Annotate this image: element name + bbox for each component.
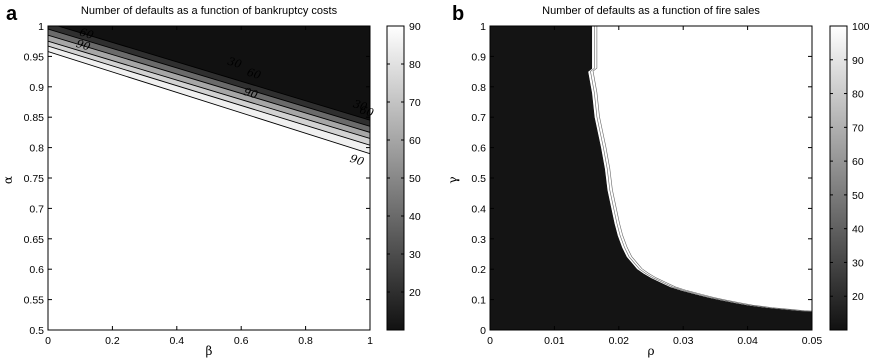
panel-b-ytick-label-9: 0.9 bbox=[471, 51, 486, 63]
panel-b-cb-tick-label-0: 20 bbox=[852, 291, 864, 303]
panel-b-ytick-label-2: 0.2 bbox=[471, 264, 486, 276]
panel-a-ylabel: α bbox=[1, 176, 15, 184]
panel-a-contour-label-3: 60 bbox=[245, 66, 262, 82]
panel-a-contour-label-0: 60 bbox=[78, 26, 95, 42]
panel-a-xtick-label-4: 0.8 bbox=[298, 335, 313, 347]
panel-a-ytick-label-0: 0.5 bbox=[29, 325, 44, 337]
panel-a-band-3 bbox=[48, 41, 370, 146]
panel-b-cb-tick-label-5: 70 bbox=[852, 122, 864, 134]
panel-b-cb-tick-label-1: 30 bbox=[852, 257, 864, 269]
panel-a-band-0 bbox=[48, 26, 370, 127]
panel-a-xlabel: β bbox=[206, 344, 213, 358]
panel-a-contour-label-4: 90 bbox=[242, 85, 259, 101]
panel-b-ytick-label-0: 0 bbox=[480, 325, 486, 337]
panel-a-contour-line-3 bbox=[48, 40, 370, 139]
panel-a-contour-line-0 bbox=[56, 26, 370, 121]
panel-a-cb-tick-label-7: 90 bbox=[409, 21, 421, 33]
panel-b-xtick-label-2: 0.02 bbox=[609, 335, 630, 347]
panel-b-ytick-label-6: 0.6 bbox=[471, 143, 486, 155]
panel-b-ytick-label-3: 0.3 bbox=[471, 234, 486, 246]
panel-a-contour-label-7: 90 bbox=[348, 152, 365, 168]
panel-a-ytick-label-1: 0.55 bbox=[24, 295, 45, 307]
panel-b-xtick-label-4: 0.04 bbox=[737, 335, 758, 347]
panel-a-contour-line-5 bbox=[48, 51, 370, 155]
panel-b-xlabel: ρ bbox=[647, 344, 654, 358]
panel-b-plot: 0 0.01 0.02 0.03 0.04 0.05 0 0.1 0.2 0.3 0.4 0.5 0.6… bbox=[446, 5, 870, 358]
panel-a-ytick-label-9: 0.95 bbox=[24, 51, 45, 63]
panel-a-xtick-label-1: 0.2 bbox=[105, 335, 120, 347]
panel-a-ytick-label-7: 0.85 bbox=[24, 112, 45, 124]
panel-b-letter: b bbox=[452, 3, 464, 25]
panel-b-ytick-label-10: 1 bbox=[480, 21, 486, 33]
panel-b-ytick-label-7: 0.7 bbox=[471, 112, 486, 124]
panel-a-ytick-label-10: 1 bbox=[38, 21, 44, 33]
panel-a-xtick-label-0: 0 bbox=[45, 335, 51, 347]
panel-b-xtick-label-3: 0.03 bbox=[673, 335, 694, 347]
panel-b-cb-tick-label-7: 90 bbox=[852, 55, 864, 67]
panel-a-ytick-label-6: 0.8 bbox=[29, 143, 44, 155]
panel-b-title: Number of defaults as a function of fire… bbox=[542, 5, 760, 17]
panel-a-xtick-label-2: 0.4 bbox=[169, 335, 184, 347]
panel-a-cb-tick-label-2: 40 bbox=[409, 211, 421, 223]
panel-a-cb-tick-label-4: 60 bbox=[409, 135, 421, 147]
panel-a-contour-line-2 bbox=[48, 34, 370, 133]
panel-a-contour-label-2: 30 bbox=[226, 55, 243, 71]
panel-b-cb-tick-label-8: 100 bbox=[852, 21, 870, 33]
panel-a-xtick-label-3: 0.6 bbox=[234, 335, 249, 347]
panel-a-cb-tick-label-5: 70 bbox=[409, 97, 421, 109]
panel-a-title: Number of defaults as a function of bank… bbox=[81, 5, 338, 17]
panel-b-cb-tick-label-6: 80 bbox=[852, 89, 864, 101]
panel-a-ytick-label-4: 0.7 bbox=[29, 203, 44, 215]
panel-b-ytick-label-5: 0.5 bbox=[471, 173, 486, 185]
panel-a-contour-label-1: 90 bbox=[75, 37, 92, 53]
panel-a-contour-label-6: 60 bbox=[358, 103, 375, 119]
panel-b-default-region bbox=[490, 26, 812, 330]
panel-b-contour-edge-1 bbox=[592, 26, 812, 312]
panel-b-cb-tick-label-3: 50 bbox=[852, 190, 864, 202]
panel-a-contour-line-1 bbox=[48, 28, 370, 127]
panel-b-cb-tick-label-2: 40 bbox=[852, 224, 864, 236]
panel-b-ytick-label-1: 0.1 bbox=[471, 295, 486, 307]
panel-a-contour-label-5: 30 bbox=[352, 97, 369, 113]
panel-a-cb-tick-label-3: 50 bbox=[409, 173, 421, 185]
panel-b-ytick-label-8: 0.8 bbox=[471, 82, 486, 94]
panel-a-ytick-label-8: 0.9 bbox=[29, 82, 44, 94]
panel-a-xtick-label-5: 1 bbox=[367, 335, 373, 347]
panel-b-ytick-label-4: 0.4 bbox=[471, 203, 486, 215]
panel-a-contour-line-4 bbox=[48, 45, 370, 146]
panel-a-letter: a bbox=[6, 3, 18, 25]
panel-a-cb-tick-label-0: 20 bbox=[409, 287, 421, 299]
panel-a-cb-tick-label-1: 30 bbox=[409, 249, 421, 261]
panel-b-xtick-label-5: 0.05 bbox=[802, 335, 823, 347]
panel-b-contour-edge-0 bbox=[590, 26, 812, 312]
panel-a-ytick-label-3: 0.65 bbox=[24, 234, 45, 246]
panel-a-ytick-label-2: 0.6 bbox=[29, 264, 44, 276]
panel-a-cb-tick-label-6: 80 bbox=[409, 59, 421, 71]
panel-b-ylabel: γ bbox=[446, 176, 460, 183]
panel-b-xtick-label-0: 0 bbox=[487, 335, 493, 347]
panel-b-xtick-label-1: 0.01 bbox=[544, 335, 565, 347]
panel-b-colorbar bbox=[829, 25, 848, 331]
panel-b-cb-tick-label-4: 60 bbox=[852, 156, 864, 168]
panel-a-band-1 bbox=[48, 29, 370, 133]
panel-a-band-4 bbox=[48, 46, 370, 154]
panel-a-band-2 bbox=[48, 35, 370, 139]
panel-a-ytick-label-5: 0.75 bbox=[24, 173, 45, 185]
